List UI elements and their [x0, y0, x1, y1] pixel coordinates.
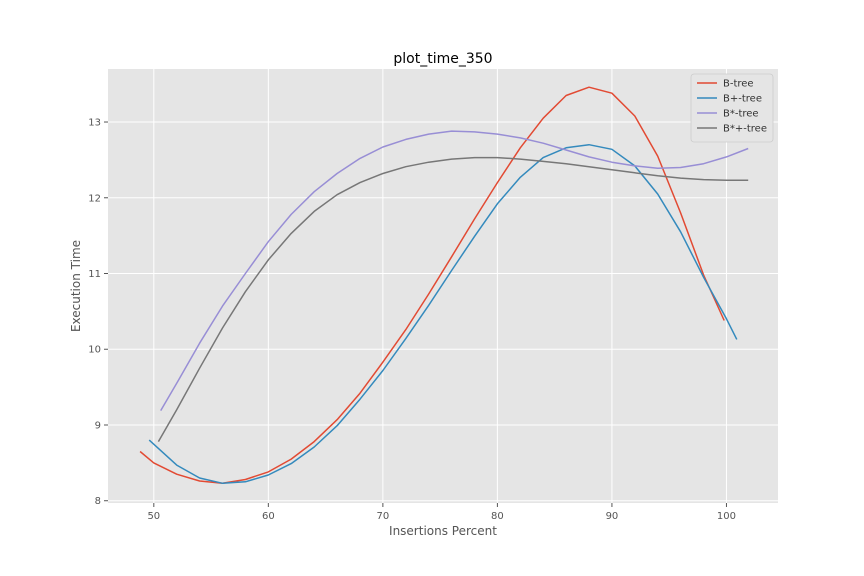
axis-ticks: 50 60 70 80 90 100 8 9 10 11 12 13 [88, 118, 736, 522]
legend-entry: B*+-tree [723, 124, 767, 135]
x-tick-label: 80 [491, 511, 504, 522]
legend-box [690, 73, 774, 143]
y-tick-label: 9 [95, 420, 101, 431]
series-line-b-tree [160, 130, 749, 411]
y-tick-label: 13 [88, 118, 101, 129]
series-line-b-tree [139, 86, 725, 485]
plot-area [108, 69, 778, 503]
y-tick-label: 11 [88, 269, 101, 280]
legend-entry: B+-tree [723, 94, 762, 105]
chart-title: plot_time_350 [393, 51, 492, 67]
x-tick-label: 50 [147, 511, 160, 522]
x-axis-label: Insertions Percent [389, 524, 497, 538]
legend: B-tree B+-tree B*-tree B*+-tree [690, 73, 774, 143]
y-tick-label: 12 [88, 193, 101, 204]
x-tick-label: 90 [606, 511, 619, 522]
legend-entry: B-tree [723, 79, 754, 90]
y-axis-label: Execution Time [69, 240, 83, 332]
legend-entry: B*-tree [723, 109, 759, 120]
y-tick-label: 10 [88, 345, 101, 356]
y-tick-label: 8 [95, 496, 101, 507]
series-lines [139, 86, 749, 485]
x-tick-label: 70 [377, 511, 390, 522]
series-line-b-tree [148, 143, 738, 485]
x-tick-label: 60 [262, 511, 275, 522]
series-line-b-tree [157, 156, 749, 442]
x-tick-label: 100 [717, 511, 736, 522]
